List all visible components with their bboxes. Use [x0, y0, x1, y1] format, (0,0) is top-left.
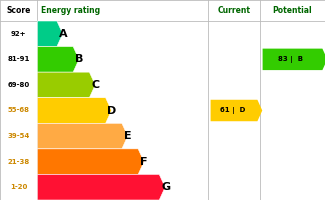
Text: D: D [107, 106, 117, 116]
Text: B: B [75, 54, 83, 64]
Text: 83 |  B: 83 | B [279, 56, 303, 63]
Text: 69-80: 69-80 [7, 82, 30, 88]
Polygon shape [211, 100, 262, 121]
Polygon shape [37, 98, 111, 123]
Text: Current: Current [217, 6, 251, 15]
Text: 21-38: 21-38 [7, 159, 30, 165]
Polygon shape [263, 49, 325, 70]
Text: G: G [161, 182, 170, 192]
Text: 39-54: 39-54 [7, 133, 30, 139]
Polygon shape [37, 47, 79, 72]
Text: Energy rating: Energy rating [41, 6, 100, 15]
Polygon shape [37, 149, 144, 174]
Polygon shape [37, 21, 63, 47]
Text: 1-20: 1-20 [10, 184, 27, 190]
Text: Score: Score [6, 6, 31, 15]
Polygon shape [37, 123, 128, 149]
Text: F: F [140, 157, 147, 167]
Polygon shape [37, 72, 95, 98]
Text: 81-91: 81-91 [7, 56, 30, 62]
Text: E: E [124, 131, 131, 141]
Text: 61 |  D: 61 | D [220, 107, 245, 114]
Polygon shape [37, 174, 165, 200]
Text: C: C [91, 80, 99, 90]
Text: A: A [58, 29, 67, 39]
Text: Potential: Potential [273, 6, 312, 15]
Text: 55-68: 55-68 [8, 108, 30, 114]
Text: 92+: 92+ [11, 31, 26, 37]
